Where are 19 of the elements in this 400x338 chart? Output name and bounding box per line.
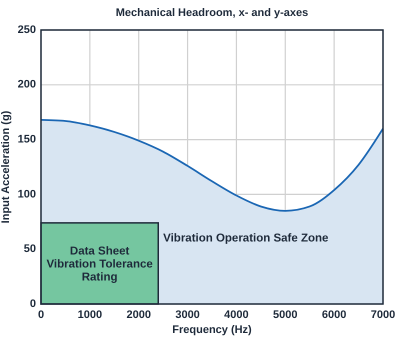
series-label: Vibration Operation Safe Zone: [163, 232, 328, 244]
x-tick-label: 5000: [273, 309, 298, 321]
y-tick-label: 50: [24, 243, 36, 256]
y-tick-label: 250: [18, 24, 36, 36]
x-tick-label: 7000: [370, 309, 396, 321]
y-tick-label: 200: [18, 78, 36, 91]
x-tick-label: 3000: [175, 309, 200, 321]
x-tick-label: 0: [38, 309, 44, 321]
x-tick-label: 6000: [322, 309, 346, 321]
series-label: Data Sheet Vibration Tolerance Rating: [46, 245, 153, 284]
x-axis-title: Frequency (Hz): [172, 324, 252, 336]
y-axis-title: Input Acceleration (g): [0, 110, 12, 224]
x-tick-label: 4000: [224, 309, 249, 321]
chart-title: Mechanical Headroom, x- and y-axes: [116, 7, 308, 19]
y-tick-label: 150: [18, 134, 36, 146]
x-tick-label: 2000: [126, 309, 151, 321]
x-tick-label: 1000: [78, 309, 102, 321]
y-tick-label: 0: [30, 298, 36, 310]
y-tick-label: 100: [18, 188, 36, 200]
